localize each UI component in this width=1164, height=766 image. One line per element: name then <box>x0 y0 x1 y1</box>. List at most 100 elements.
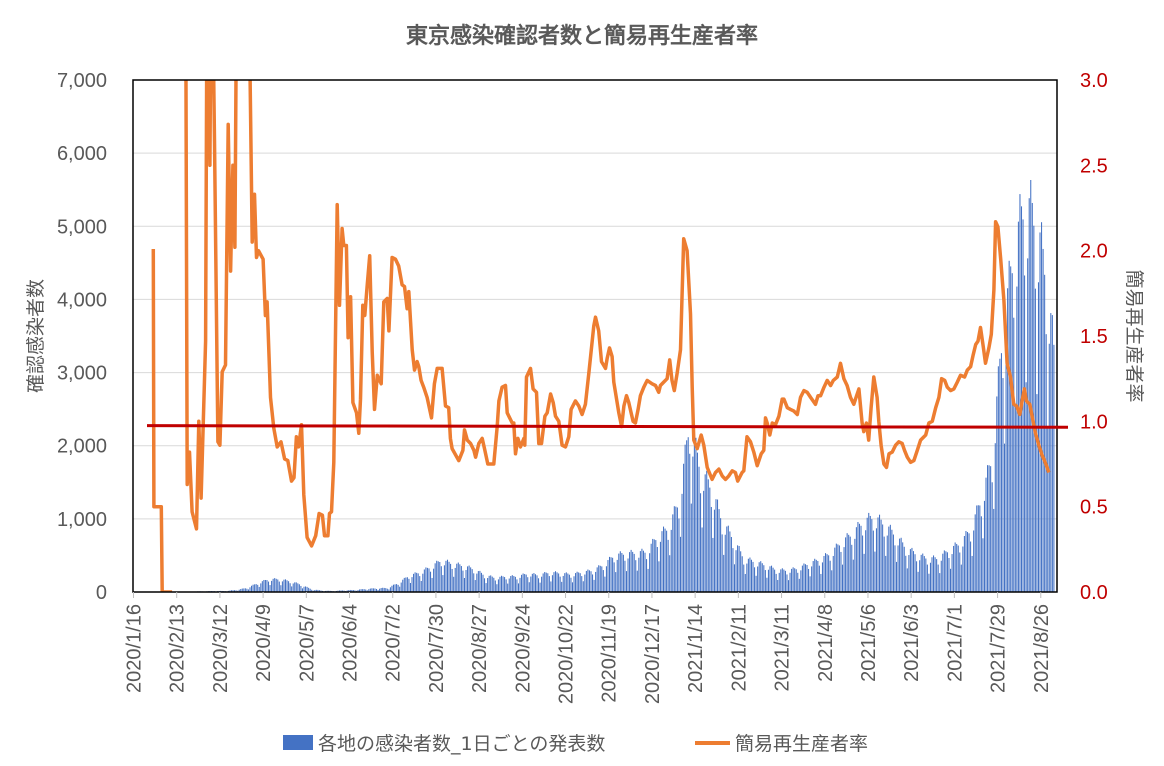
bar <box>295 582 297 592</box>
y2-tick-label: 1.5 <box>1080 326 1108 348</box>
y-tick-label: 7,000 <box>57 70 107 92</box>
bar <box>286 580 288 592</box>
bar <box>829 560 831 592</box>
bar <box>510 576 512 592</box>
bar <box>500 575 503 592</box>
bar <box>724 534 726 592</box>
bar <box>934 557 936 592</box>
bar <box>999 358 1001 592</box>
bar <box>397 584 399 592</box>
bar <box>971 555 973 592</box>
bar <box>1011 273 1013 592</box>
bar <box>488 575 490 592</box>
bar <box>598 565 600 592</box>
bar <box>292 583 294 592</box>
bar <box>274 578 276 592</box>
bar <box>866 517 868 592</box>
bar <box>342 590 344 592</box>
bar <box>456 563 458 592</box>
right-axis-title: 簡易再生産者率 <box>1123 269 1145 402</box>
bar <box>278 581 280 592</box>
x-tick-label: 2020/2/13 <box>167 604 189 693</box>
rate-line <box>184 80 1051 548</box>
bar <box>531 573 533 592</box>
bar <box>525 574 527 592</box>
bar <box>888 526 890 592</box>
bar <box>284 579 287 592</box>
bar <box>718 509 720 592</box>
bar <box>425 567 427 592</box>
bar <box>300 585 302 592</box>
bar <box>491 576 493 592</box>
bar <box>956 543 958 592</box>
y-tick-label: 2,000 <box>57 436 107 458</box>
legend-line-label: 簡易再生産者率 <box>735 733 868 755</box>
bar <box>380 588 382 592</box>
bar <box>1053 344 1055 592</box>
bar <box>1037 282 1039 592</box>
bar <box>275 578 277 592</box>
bar <box>575 573 577 592</box>
x-tick-label: 2020/6/4 <box>340 604 362 682</box>
bar <box>240 589 242 592</box>
bar <box>477 571 479 592</box>
bar <box>629 552 631 592</box>
x-tick-label: 2021/6/3 <box>901 604 923 682</box>
bar <box>230 590 233 592</box>
bar <box>679 536 682 592</box>
bar <box>707 479 709 592</box>
bar <box>749 557 751 592</box>
bar <box>244 588 246 592</box>
bar <box>260 583 262 592</box>
y2-tick-label: 0.5 <box>1080 497 1108 519</box>
bar <box>553 572 555 592</box>
bar <box>760 561 762 592</box>
right-axis-ticks: 0.0 0.5 1.0 1.5 2.0 2.5 3.0 <box>1080 70 1108 604</box>
bar <box>869 515 871 592</box>
bar <box>376 588 378 592</box>
bar <box>895 561 898 592</box>
bar <box>1041 222 1043 592</box>
bar <box>871 519 873 592</box>
bar <box>269 585 271 592</box>
bar <box>787 580 790 592</box>
bar <box>732 548 734 592</box>
bar <box>508 578 510 592</box>
bar <box>433 568 435 592</box>
bar <box>437 561 439 592</box>
bar <box>587 569 589 592</box>
bar <box>556 572 558 592</box>
bar <box>729 531 731 592</box>
bar <box>851 544 853 592</box>
bar <box>280 585 282 592</box>
bar <box>530 576 532 592</box>
bar <box>1039 232 1041 592</box>
bar <box>235 590 237 592</box>
bar <box>538 578 540 592</box>
bar <box>504 577 506 592</box>
bar <box>906 568 908 592</box>
bar <box>882 524 884 592</box>
bar <box>803 563 805 592</box>
bar <box>468 565 470 592</box>
bar <box>588 570 590 592</box>
bar <box>301 588 303 592</box>
bar <box>858 523 861 592</box>
bar <box>436 560 438 592</box>
bar <box>462 570 464 592</box>
bar <box>642 550 644 592</box>
x-tick-label: 2020/10/22 <box>556 604 578 704</box>
bar <box>835 543 837 592</box>
bar <box>1007 288 1009 592</box>
bar <box>562 575 564 592</box>
bar <box>238 589 240 592</box>
bar <box>389 587 391 592</box>
bar <box>809 576 811 592</box>
bar <box>283 579 285 592</box>
bar <box>521 574 523 592</box>
bar <box>656 547 658 592</box>
bar <box>1044 274 1046 592</box>
bar <box>272 578 274 592</box>
bar <box>750 559 752 592</box>
